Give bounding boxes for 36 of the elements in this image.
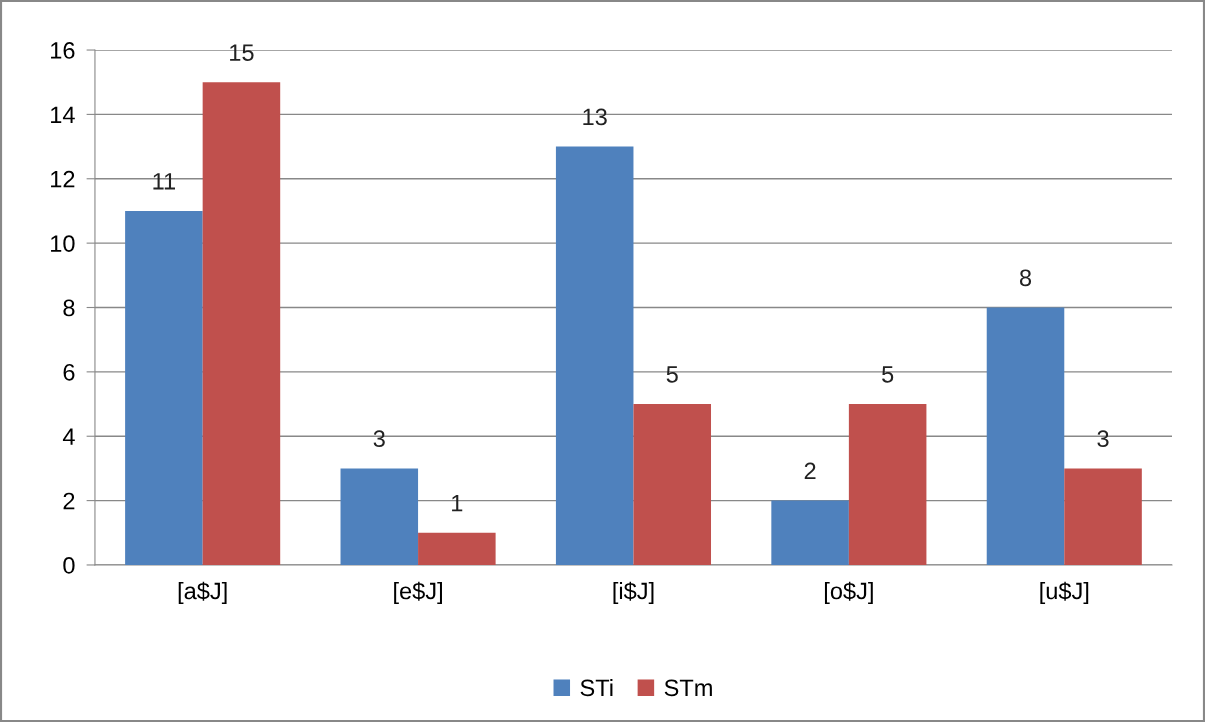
- bar: [771, 500, 849, 565]
- x-tick-label: [u$J]: [1040, 581, 1089, 605]
- legend-label: STm: [664, 679, 712, 697]
- bar: [418, 532, 496, 565]
- y-tick-label: 8: [63, 299, 75, 317]
- bar: [986, 307, 1065, 565]
- bar: [340, 468, 419, 565]
- bar: [848, 404, 927, 565]
- y-tick-label: 12: [51, 170, 75, 188]
- y-tick-label: 14: [51, 106, 75, 123]
- y-tick-label: 4: [62, 428, 75, 445]
- y-tick-label: 2: [63, 492, 75, 510]
- legend-label: STi: [580, 678, 613, 697]
- data-label: 13: [583, 108, 607, 126]
- data-label: 5: [666, 366, 678, 383]
- x-tick-label: [i$J]: [613, 581, 654, 605]
- x-tick-label: [a$J]: [178, 581, 227, 605]
- y-tick-label: 10: [51, 235, 75, 252]
- data-label: 3: [1097, 430, 1109, 448]
- x-tick-label: [e$J]: [394, 581, 442, 605]
- y-tick-label: 0: [63, 557, 75, 574]
- bar: [202, 82, 281, 565]
- bar: [1064, 468, 1142, 565]
- bar: [633, 404, 712, 565]
- data-label: 11: [153, 173, 175, 190]
- data-label: 1: [452, 494, 463, 512]
- y-tick-label: 6: [63, 363, 75, 381]
- data-label: 3: [373, 430, 385, 448]
- bar: [125, 210, 203, 565]
- data-label: 8: [1019, 269, 1032, 287]
- data-label: 2: [804, 462, 816, 480]
- bar: [555, 146, 634, 565]
- x-tick-label: [o$J]: [824, 581, 873, 605]
- data-label: 5: [882, 366, 894, 383]
- data-label: 15: [230, 44, 254, 61]
- y-tick-label: 16: [51, 42, 75, 59]
